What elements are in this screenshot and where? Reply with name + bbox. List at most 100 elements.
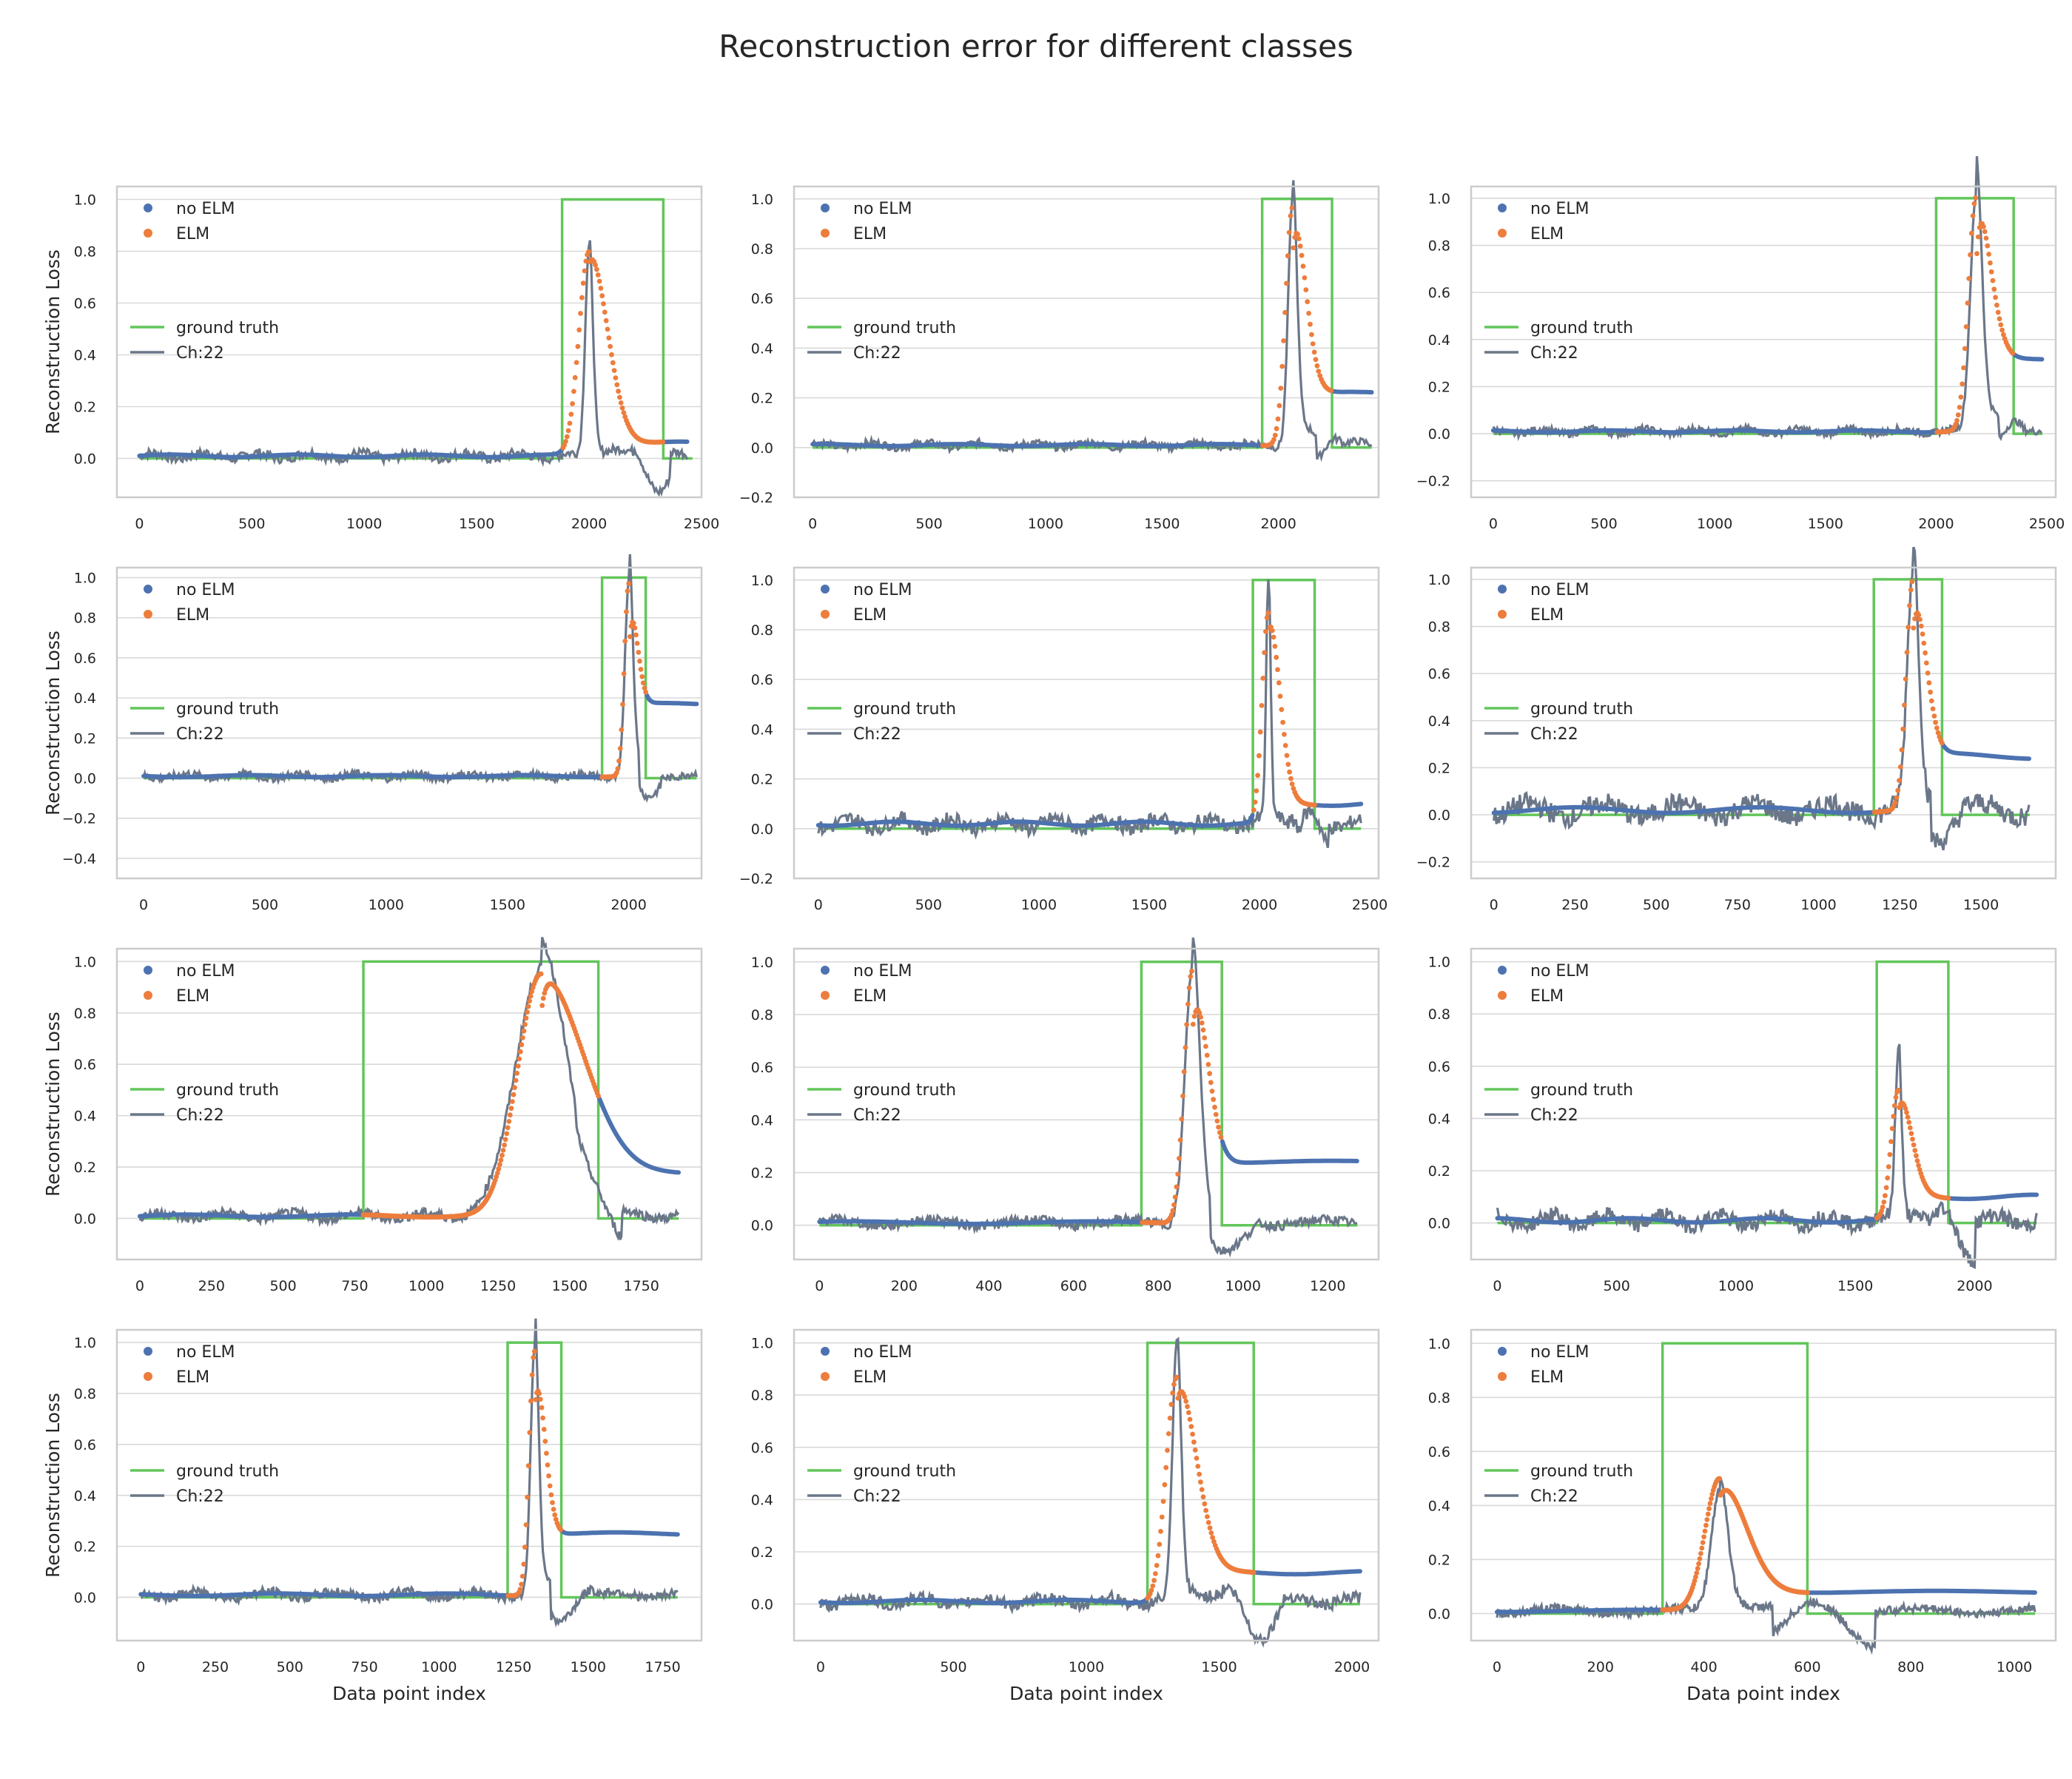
elm-point — [1909, 1131, 1914, 1136]
elm-point — [1981, 224, 1986, 229]
elm-series — [361, 972, 601, 1220]
elm-point — [531, 1355, 536, 1360]
elm-point — [1908, 588, 1914, 593]
y-axis-label: Reconstruction Loss — [42, 249, 64, 434]
y-tick-label: 0.6 — [1428, 285, 1450, 301]
no-elm-line — [1809, 1591, 2035, 1593]
y-tick-label: 0.8 — [1428, 1006, 1450, 1023]
elm-point — [1151, 1578, 1157, 1583]
elm-point — [1907, 603, 1912, 608]
elm-point — [549, 1493, 554, 1498]
elm-point — [548, 1484, 553, 1489]
legend-label-channel: Ch:22 — [853, 344, 901, 363]
legend-label-no-elm: no ELM — [176, 962, 235, 981]
y-tick-label: 0.0 — [751, 440, 773, 457]
y-tick-label: −0.4 — [62, 851, 96, 867]
elm-point — [1176, 1396, 1181, 1401]
elm-point — [516, 1063, 521, 1069]
no-elm-line — [144, 776, 601, 778]
elm-point — [505, 1125, 511, 1130]
elm-point — [1285, 253, 1291, 258]
elm-point — [1284, 281, 1289, 286]
elm-point — [639, 667, 644, 672]
elm-point — [1972, 201, 1977, 206]
elm-point — [1924, 661, 1929, 666]
elm-point — [1888, 1152, 1893, 1157]
elm-point — [1914, 1153, 1919, 1158]
elm-point — [622, 671, 627, 676]
elm-point — [501, 1148, 506, 1153]
legend-marker-no-elm — [144, 204, 152, 212]
legend-marker-elm — [144, 1372, 152, 1381]
legend-label-elm: ELM — [176, 606, 209, 625]
y-tick-label: 1.0 — [74, 571, 96, 587]
elm-point — [586, 249, 591, 255]
y-tick-label: 0.8 — [751, 1388, 773, 1404]
no-elm-line — [819, 1222, 1141, 1224]
elm-point — [1896, 1088, 1901, 1093]
x-tick-label: 0 — [1490, 897, 1498, 913]
elm-point — [1188, 1424, 1194, 1429]
elm-point — [1928, 690, 1933, 695]
elm-point — [1278, 693, 1283, 699]
x-tick-label: 1500 — [490, 897, 525, 913]
elm-point — [1177, 1156, 1182, 1161]
elm-point — [1189, 969, 1194, 974]
no-elm-series — [821, 1571, 1360, 1603]
elm-point — [1933, 720, 1938, 725]
y-tick-label: 0.4 — [751, 722, 773, 738]
legend-label-elm: ELM — [853, 1368, 887, 1387]
elm-point — [509, 1106, 514, 1111]
elm-point — [1706, 1512, 1711, 1517]
elm-point — [1210, 1089, 1215, 1094]
x-tick-label: 2500 — [684, 516, 719, 532]
y-tick-label: 0.0 — [1428, 1216, 1450, 1232]
elm-point — [1279, 364, 1285, 369]
elm-point — [1197, 1010, 1202, 1015]
elm-point — [1201, 1027, 1206, 1032]
elm-point — [1902, 702, 1907, 707]
elm-point — [1960, 382, 1965, 387]
no-elm-line — [562, 1531, 677, 1535]
y-tick-label: 0.2 — [751, 391, 773, 407]
y-tick-label: 0.6 — [751, 672, 773, 688]
elm-point — [1704, 1517, 1709, 1522]
legend-marker-no-elm — [144, 585, 152, 593]
elm-point — [496, 1166, 501, 1171]
legend-label-no-elm: no ELM — [853, 200, 912, 218]
elm-point — [1986, 252, 1991, 257]
legend-marker-elm — [1498, 991, 1507, 1000]
y-tick-label: 0.8 — [74, 1006, 96, 1022]
elm-point — [1965, 300, 1971, 306]
legend-label-elm: ELM — [176, 987, 209, 1006]
elm-point — [1198, 1479, 1203, 1484]
legend-label-ground-truth: ground truth — [853, 700, 956, 719]
y-tick-label: 0.4 — [751, 340, 773, 357]
x-tick-label: 1500 — [459, 516, 494, 532]
elm-point — [539, 972, 544, 977]
elm-point — [546, 1473, 551, 1479]
elm-point — [576, 327, 582, 332]
elm-point — [1302, 275, 1308, 280]
elm-point — [1188, 974, 1193, 979]
elm-point — [1282, 310, 1288, 315]
elm-point — [1200, 1487, 1205, 1493]
y-tick-label: 0.8 — [751, 622, 773, 639]
y-tick-label: 0.4 — [74, 690, 96, 707]
legend-marker-no-elm — [144, 1347, 152, 1356]
elm-point — [1187, 985, 1192, 990]
x-tick-label: 2500 — [2029, 516, 2065, 532]
elm-point — [1203, 1508, 1208, 1513]
elm-point — [1214, 1112, 1219, 1117]
elm-point — [1971, 213, 1976, 218]
elm-point — [532, 1349, 537, 1354]
x-tick-label: 600 — [1060, 1278, 1087, 1294]
elm-point — [1709, 1496, 1714, 1501]
elm-point — [527, 1430, 532, 1435]
elm-point — [1260, 676, 1265, 681]
legend-label-elm: ELM — [176, 1368, 209, 1387]
